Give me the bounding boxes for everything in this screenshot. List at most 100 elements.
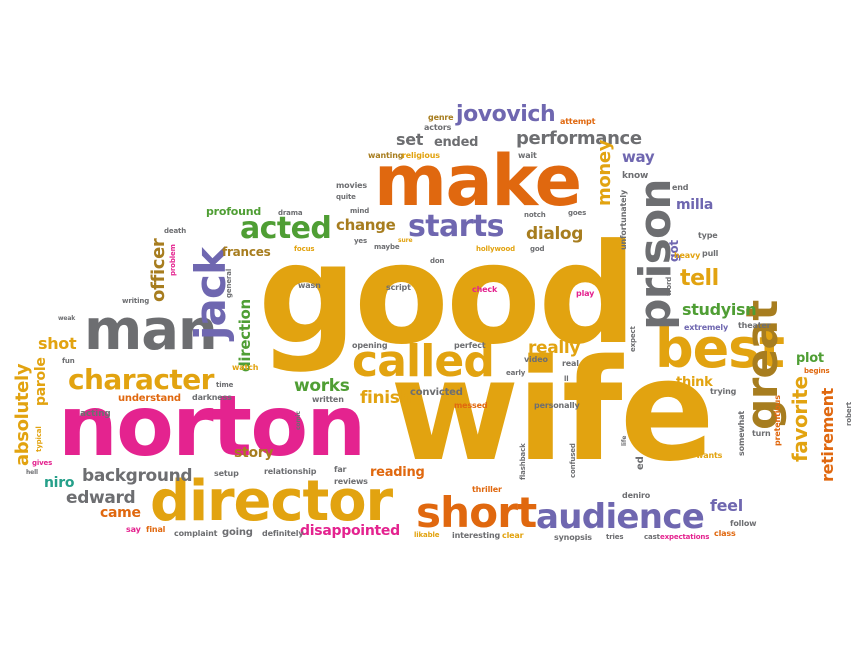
word: expectations xyxy=(660,533,710,541)
word: quite xyxy=(336,193,356,201)
word: money xyxy=(594,139,615,206)
word: tries xyxy=(606,533,624,541)
word: follow xyxy=(730,519,757,528)
word: edward xyxy=(66,488,136,508)
word: convicted xyxy=(410,387,463,398)
word: heavy xyxy=(674,251,701,260)
word: acting xyxy=(80,409,111,419)
word: confused xyxy=(569,443,577,478)
word: god xyxy=(530,245,545,253)
word: director xyxy=(150,469,393,534)
word: maybe xyxy=(374,243,400,251)
word: movies xyxy=(336,181,368,190)
word: general xyxy=(225,268,233,298)
word: dialog xyxy=(526,224,584,244)
word: hell xyxy=(26,469,38,476)
word: writing xyxy=(122,297,150,305)
word: understand xyxy=(118,393,181,404)
word: going xyxy=(222,527,253,538)
word: complaint xyxy=(174,529,218,538)
word: make xyxy=(374,140,582,222)
word: written xyxy=(312,395,344,404)
word: script xyxy=(386,283,411,292)
word: good xyxy=(258,214,637,375)
word: begins xyxy=(804,367,830,375)
word: don xyxy=(430,257,445,265)
word: trying xyxy=(710,387,737,396)
word: wants xyxy=(696,451,723,460)
word: wife xyxy=(390,330,715,493)
word: shot xyxy=(38,334,77,353)
word: audience xyxy=(536,497,705,537)
word: extremely xyxy=(684,323,729,332)
word: check xyxy=(472,285,498,294)
word: word xyxy=(665,276,673,296)
word: unfortunately xyxy=(619,189,628,250)
word: goes xyxy=(568,209,587,217)
word: fun xyxy=(62,357,75,365)
word: frances xyxy=(222,245,271,259)
word: class xyxy=(714,529,736,538)
word: officer xyxy=(148,238,169,302)
word: character xyxy=(68,363,214,396)
word: background xyxy=(82,466,193,486)
word: cast xyxy=(644,533,660,541)
word: yes xyxy=(354,237,368,245)
word: robert xyxy=(845,402,853,426)
word: typical xyxy=(35,426,43,452)
word: thriller xyxy=(472,485,502,494)
word: works xyxy=(294,376,350,396)
word: life xyxy=(621,435,628,446)
word: play xyxy=(576,289,595,298)
word: darkness xyxy=(192,393,232,402)
word: starts xyxy=(408,209,504,244)
word: plot xyxy=(796,351,824,366)
word: setup xyxy=(214,469,239,478)
word: best xyxy=(655,317,785,380)
word: definitely xyxy=(262,529,304,538)
word: reviews xyxy=(334,477,368,486)
word: weak xyxy=(58,315,76,322)
word: parole xyxy=(33,357,49,406)
word: finish xyxy=(360,388,412,408)
word: comic xyxy=(295,411,302,430)
word: final xyxy=(146,525,166,534)
word: acted xyxy=(240,211,332,246)
word: far xyxy=(334,465,347,474)
word: perfect xyxy=(454,341,486,350)
word: change xyxy=(336,216,396,234)
word: drama xyxy=(278,209,303,217)
word: religious xyxy=(402,151,440,160)
word: time xyxy=(216,381,234,389)
word: expect xyxy=(629,326,637,352)
word: opening xyxy=(352,341,388,350)
word: milla xyxy=(676,197,714,213)
word: death xyxy=(164,227,187,235)
word: ll xyxy=(564,375,569,383)
word: theater xyxy=(738,321,771,330)
word: synopsis xyxy=(554,533,592,542)
word: niro xyxy=(44,475,75,491)
word: flashback xyxy=(519,443,527,480)
word: likable xyxy=(414,531,440,539)
word: type xyxy=(698,231,718,240)
word: came xyxy=(100,505,141,521)
word: say xyxy=(126,525,141,534)
word: end xyxy=(672,183,689,192)
word: somewhat xyxy=(737,410,746,456)
word: absolutely xyxy=(12,363,33,466)
word: sure xyxy=(398,237,413,244)
word: performance xyxy=(516,128,642,149)
word: ed xyxy=(635,456,646,470)
word: direction xyxy=(236,299,254,372)
word: disappointed xyxy=(300,523,400,539)
word: clear xyxy=(502,531,524,540)
word: focus xyxy=(294,245,315,253)
word: hollywood xyxy=(476,245,515,253)
word: mind xyxy=(350,207,370,215)
word: called xyxy=(352,336,495,387)
word: interesting xyxy=(452,531,501,540)
word: reading xyxy=(370,465,425,480)
word: actors xyxy=(424,123,452,132)
word: pull xyxy=(702,249,719,258)
